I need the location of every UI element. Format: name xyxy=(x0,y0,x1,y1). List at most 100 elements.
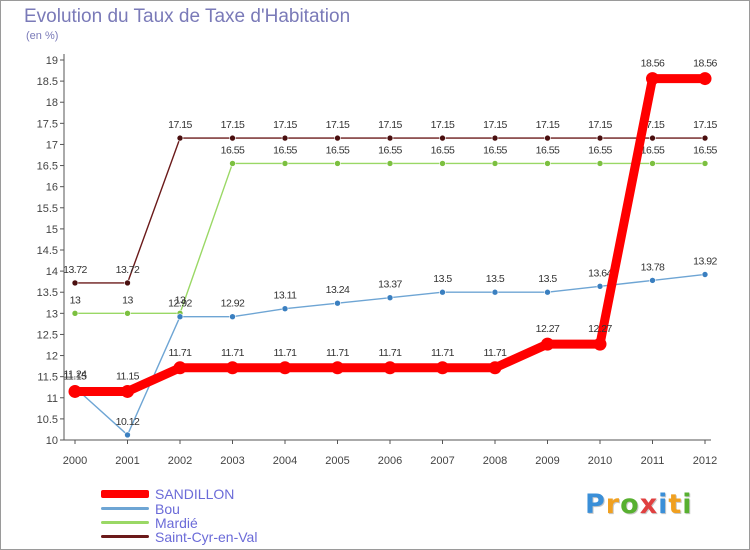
x-tick-label: 2005 xyxy=(325,455,349,467)
data-point-bou xyxy=(334,299,341,307)
x-tick-label: 2008 xyxy=(483,455,507,467)
data-point-sandillon xyxy=(121,384,134,398)
data-point-sandillon xyxy=(68,384,82,398)
data-label-mardi-: 13 xyxy=(70,294,81,306)
data-point-sandillon xyxy=(278,361,292,375)
data-point-mardi- xyxy=(124,310,131,317)
data-point-mardi- xyxy=(544,160,551,167)
data-point-bou xyxy=(176,313,184,321)
y-tick-label: 11.5 xyxy=(37,372,58,384)
logo-letter: P xyxy=(585,489,606,520)
data-label-sandillon: 12.27 xyxy=(536,323,560,335)
y-tick-label: 17.5 xyxy=(37,118,58,130)
data-label-bou: 12.92 xyxy=(168,298,192,310)
data-label-saint-cyr-en-val: 17.15 xyxy=(168,119,192,131)
data-point-saint-cyr-en-val xyxy=(491,134,499,142)
data-label-mardi-: 13 xyxy=(122,294,133,306)
data-label-bou: 13.5 xyxy=(486,273,505,285)
data-label-sandillon: 11.71 xyxy=(274,347,298,359)
data-label-saint-cyr-en-val: 17.15 xyxy=(221,119,245,131)
data-point-sandillon xyxy=(646,72,659,86)
y-tick-label: 12 xyxy=(46,351,58,363)
legend-label-mardie: Mardié xyxy=(155,514,198,531)
data-point-mardi- xyxy=(596,160,604,167)
logo-letter: i xyxy=(682,489,693,520)
x-tick-label: 2007 xyxy=(430,455,454,467)
x-tick-label: 2000 xyxy=(63,455,87,467)
data-label-mardi-: 16.55 xyxy=(378,144,402,156)
legend-swatch-saint-cyr-en-val xyxy=(101,535,149,538)
chart-title: Evolution du Taux de Taxe d'Habitation xyxy=(24,6,351,27)
y-tick-label: 15.5 xyxy=(37,203,58,215)
logo-letter: r xyxy=(605,489,621,520)
y-tick-label: 16.5 xyxy=(37,161,58,173)
data-point-sandillon xyxy=(488,361,502,375)
data-label-saint-cyr-en-val: 17.15 xyxy=(588,119,612,131)
data-point-sandillon xyxy=(593,337,607,351)
data-point-mardi- xyxy=(334,160,341,167)
data-point-sandillon xyxy=(331,361,344,375)
y-tick-label: 16 xyxy=(46,182,58,194)
x-tick-label: 2011 xyxy=(641,455,665,467)
legend-swatch-bou xyxy=(101,507,149,510)
data-point-bou xyxy=(124,431,131,439)
data-point-bou xyxy=(544,288,551,296)
data-point-mardi- xyxy=(649,160,656,167)
legend-item-sandillon: SANDILLON xyxy=(101,486,234,502)
data-point-mardi- xyxy=(701,160,709,167)
data-point-saint-cyr-en-val xyxy=(71,279,79,287)
data-label-bou: 13.64 xyxy=(588,267,612,279)
data-label-bou: 13.5 xyxy=(538,273,557,285)
data-point-bou xyxy=(649,277,656,284)
data-point-mardi- xyxy=(386,160,394,167)
data-label-mardi-: 16.55 xyxy=(273,144,297,156)
y-tick-label: 14.5 xyxy=(37,245,58,257)
data-point-bou xyxy=(229,313,236,321)
data-point-sandillon xyxy=(226,361,239,375)
data-label-sandillon: 11.71 xyxy=(379,347,403,359)
data-point-bou xyxy=(701,271,709,278)
x-tick-label: 2001 xyxy=(115,455,139,467)
data-label-saint-cyr-en-val: 17.15 xyxy=(326,119,350,131)
data-label-mardi-: 16.55 xyxy=(588,144,612,156)
x-tick-label: 2002 xyxy=(168,455,192,467)
data-point-sandillon xyxy=(698,72,712,86)
data-label-bou: 10.12 xyxy=(116,416,140,428)
legend-item-bou: Bou xyxy=(101,501,180,517)
data-point-bou xyxy=(281,305,289,312)
data-label-saint-cyr-en-val: 17.15 xyxy=(273,119,297,131)
data-label-mardi-: 16.55 xyxy=(483,144,507,156)
data-label-bou: 13.24 xyxy=(326,284,350,296)
y-tick-label: 12.5 xyxy=(37,329,58,341)
data-label-saint-cyr-en-val: 13.72 xyxy=(116,264,140,276)
x-tick-label: 2003 xyxy=(220,455,244,467)
data-label-mardi-: 16.55 xyxy=(536,144,560,156)
data-label-sandillon: 18.56 xyxy=(641,58,665,70)
data-point-bou xyxy=(386,294,394,302)
y-tick-label: 18.5 xyxy=(37,76,58,88)
x-tick-label: 2009 xyxy=(535,455,559,467)
legend-label-saint-cyr-en-val: Saint-Cyr-en-Val xyxy=(155,528,258,545)
data-point-mardi- xyxy=(439,160,446,167)
data-point-bou xyxy=(439,288,446,296)
y-tick-label: 10 xyxy=(46,435,58,447)
data-label-sandillon: 11.15 xyxy=(64,370,88,382)
y-tick-label: 18 xyxy=(46,97,58,109)
data-label-saint-cyr-en-val: 13.72 xyxy=(63,264,87,276)
x-tick-label: 2006 xyxy=(378,455,402,467)
data-label-sandillon: 11.71 xyxy=(221,347,245,359)
data-label-bou: 13.37 xyxy=(378,279,402,291)
data-label-sandillon: 12.27 xyxy=(588,323,612,335)
data-label-sandillon: 11.71 xyxy=(169,347,193,359)
data-label-saint-cyr-en-val: 17.15 xyxy=(536,119,560,131)
logo-letter: x xyxy=(639,489,659,520)
legend-item-mardie: Mardié xyxy=(101,514,198,531)
data-point-mardi- xyxy=(491,160,499,167)
y-tick-label: 19 xyxy=(46,55,58,67)
data-point-saint-cyr-en-val xyxy=(596,134,604,142)
x-tick-label: 2012 xyxy=(693,455,717,467)
y-tick-label: 15 xyxy=(46,224,58,236)
x-tick-label: 2010 xyxy=(588,455,612,467)
legend-swatch-sandillon xyxy=(101,489,149,498)
